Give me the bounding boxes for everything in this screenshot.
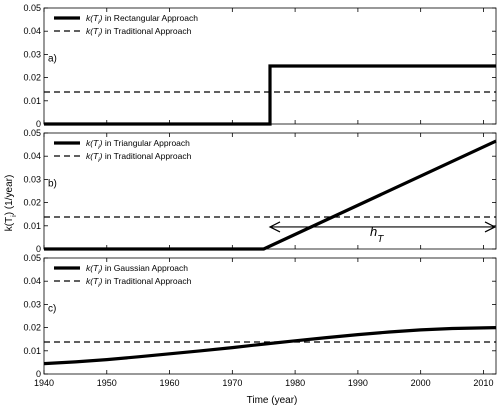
x-tick-label: 1940: [34, 378, 54, 388]
x-tick-label: 1950: [97, 378, 117, 388]
panel-a-y-tick-label: 0.05: [23, 3, 41, 13]
h-t-annotation: hT: [370, 224, 384, 245]
panel-b-y-tick-label: 0.03: [23, 174, 41, 184]
panel-b-y-tick-label: 0.04: [23, 151, 41, 161]
panel-b-legend-label: k(Ti) in Traditional Approach: [86, 151, 192, 164]
y-axis-title: k(Ti) (1/year): [4, 175, 18, 232]
panel-b-y-tick-label: 0.05: [23, 128, 41, 138]
panel-b-tag: b): [48, 178, 57, 189]
x-tick-label: 1980: [285, 378, 305, 388]
h-t-arrow-head-left: [268, 221, 281, 233]
panel-c-y-tick-label: 0: [36, 369, 41, 379]
panel-a-y-tick-label: 0.04: [23, 26, 41, 36]
panel-a-tag: a): [48, 53, 57, 64]
x-axis-title: Time (year): [247, 395, 298, 406]
panel-c-frame: [43, 257, 497, 375]
panel-a-legend-label: k(Ti) in Traditional Approach: [86, 26, 192, 39]
panel-a-y-tick-label: 0.03: [23, 49, 41, 59]
panel-a-y-tick-label: 0: [36, 119, 41, 129]
x-tick-label: 1970: [222, 378, 242, 388]
x-tick-label: 1990: [348, 378, 368, 388]
panel-a-y-tick-label: 0.02: [23, 73, 41, 83]
panel-c-y-tick-label: 0.02: [23, 323, 41, 333]
panel-a-y-tick-label: 0.01: [23, 96, 41, 106]
panel-c-legend-label: k(Ti) in Gaussian Approach: [86, 263, 188, 276]
panel-b-y-tick-label: 0.01: [23, 221, 41, 231]
panel-b-legend-label: k(Ti) in Triangular Approach: [86, 138, 190, 151]
panel-c-tag: c): [48, 303, 56, 314]
h-t-arrow-head-right: [484, 221, 497, 233]
panel-c-y-tick-label: 0.05: [23, 253, 41, 263]
panel-c-y-tick-label: 0.03: [23, 299, 41, 309]
panel-b-frame: [43, 132, 497, 250]
x-tick-label: 2010: [473, 378, 493, 388]
panel-c-y-tick-label: 0.04: [23, 276, 41, 286]
x-tick-label: 1960: [160, 378, 180, 388]
panel-c-y-tick-label: 0.01: [23, 346, 41, 356]
panel-b-y-tick-label: 0.02: [23, 198, 41, 208]
panel-a-series-approach-line: [44, 64, 496, 126]
panel-b-series-approach-line: [44, 139, 497, 251]
panel-c-series-approach-line: [43, 326, 497, 366]
panel-c-legend-label: k(Ti) in Traditional Approach: [86, 276, 192, 289]
panel-a-legend-label: k(Ti) in Rectangular Approach: [86, 13, 198, 26]
panel-b-y-tick-label: 0: [36, 244, 41, 254]
x-tick-label: 2000: [411, 378, 431, 388]
